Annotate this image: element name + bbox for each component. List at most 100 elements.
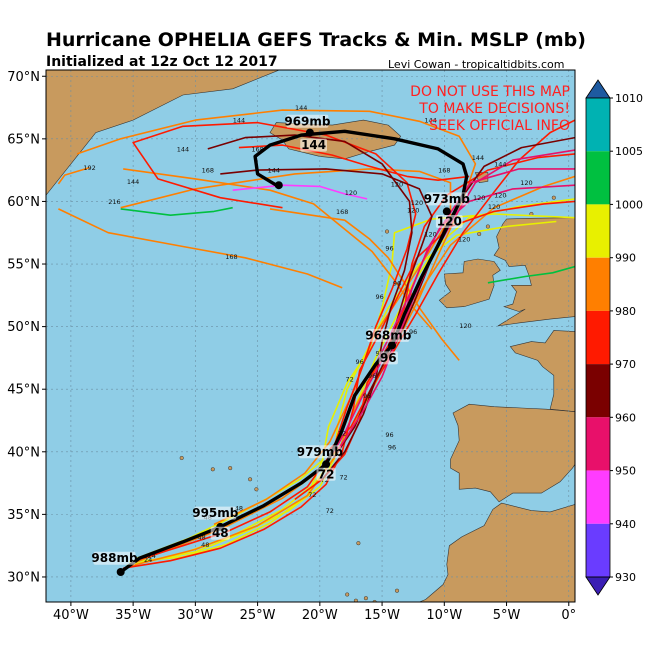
member-hour-label: 120	[424, 231, 436, 239]
colorbar-label: 970	[615, 358, 636, 371]
ensemble-mean-track	[116, 128, 469, 576]
member-track	[132, 121, 417, 561]
member-hour-label: 120	[391, 180, 403, 188]
member-hour-label: 144	[295, 104, 307, 112]
member-hour-label: 96	[385, 431, 393, 439]
member-hour-label: 96	[409, 328, 417, 336]
member-hour-label: 96	[393, 279, 401, 287]
lat-tick-label: 50°N	[7, 320, 40, 335]
land-greenland	[46, 70, 281, 196]
member-hour-label: 216	[108, 198, 120, 206]
colorbar-segment	[586, 470, 610, 524]
pressure-colorbar: 1010 1005 1000 990 980 970 960 950 940 930	[585, 79, 643, 596]
lat-tick-label: 55°N	[7, 258, 40, 273]
member-hour-label: 24	[148, 552, 156, 560]
mean-track-point	[442, 207, 451, 216]
mean-track-label: 969mb	[284, 114, 331, 128]
colorbar-label: 980	[615, 305, 636, 318]
warning-line-1: DO NOT USE THIS MAP	[410, 84, 570, 100]
member-track	[375, 184, 575, 365]
lat-tick-label: 40°N	[7, 445, 40, 460]
member-hour-label: 120	[494, 192, 506, 200]
lon-tick-label: 25°W	[240, 608, 276, 623]
mean-track-label: 144	[301, 138, 326, 152]
colorbar-label: 990	[615, 252, 636, 265]
lon-tick-label: 30°W	[177, 608, 213, 623]
colorbar-segment	[586, 417, 610, 471]
small-island	[210, 467, 215, 472]
lon-tick-label: 35°W	[115, 608, 151, 623]
colorbar-segment	[586, 257, 610, 311]
small-island	[254, 487, 259, 492]
warning-line-2: TO MAKE DECISIONS!	[419, 101, 570, 117]
member-track	[58, 208, 343, 289]
colorbar-label: 1005	[615, 145, 643, 158]
mean-track-label: 995mb	[192, 506, 239, 520]
member-track	[123, 200, 575, 569]
member-hour-label: 144	[424, 117, 436, 125]
mean-label-box	[298, 445, 341, 459]
latitude-axis: 70°N 65°N 60°N 55°N 50°N 45°N 40°N 35°N 30°N	[7, 70, 46, 585]
lat-tick-label: 35°N	[7, 508, 40, 523]
member-hour-label: 144	[177, 145, 189, 153]
lat-tick-label: 60°N	[7, 195, 40, 210]
member-hour-label: 48	[197, 533, 205, 541]
lon-tick-label: 5°W	[493, 608, 521, 623]
member-hour-label: 144	[268, 167, 280, 175]
page-title: Hurricane OPHELIA GEFS Tracks & Min. MSL…	[46, 29, 586, 51]
colorbar-segment	[586, 310, 610, 365]
colorbar-label: 940	[615, 518, 636, 531]
member-hour-label: 168	[251, 145, 263, 153]
mean-label-box	[378, 351, 398, 365]
mean-track-label: 979mb	[297, 445, 344, 459]
mean-label-box	[93, 551, 136, 565]
member-track	[57, 166, 90, 185]
small-island	[345, 592, 350, 597]
mean-track-point	[274, 181, 283, 190]
small-island	[179, 455, 184, 461]
mean-label-box	[286, 114, 329, 128]
colorbar-segment	[586, 364, 610, 418]
member-hour-label: 72	[326, 507, 334, 515]
member-hour-label: 96	[363, 392, 371, 400]
member-track	[238, 144, 470, 181]
member-hour-label: 72	[346, 376, 354, 384]
credit-text: Levi Cowan - tropicaltidbits.com	[388, 58, 565, 71]
mean-track-label: 72	[318, 467, 335, 481]
mean-label-box	[367, 328, 410, 342]
lat-tick-label: 70°N	[7, 70, 40, 85]
mean-track-point	[322, 460, 331, 469]
ensemble-member-tracks: 2424484848487272727272729696969696969696…	[57, 104, 575, 569]
init-time: Initialized at 12z Oct 12 2017	[46, 54, 278, 70]
lon-tick-label: 15°W	[364, 608, 400, 623]
colorbar-segment	[586, 523, 610, 577]
member-hour-label: 192	[83, 164, 95, 172]
member-track	[269, 208, 460, 361]
mean-track-labels: 988mb995mb48979mb72968mb96973mb120969mb1…	[91, 114, 470, 565]
member-track	[232, 184, 368, 200]
member-track	[129, 213, 575, 563]
member-hour-label: 144	[472, 154, 484, 162]
lon-tick-label: 10°W	[426, 608, 462, 623]
lat-tick-label: 65°N	[7, 132, 40, 147]
small-island	[353, 598, 358, 602]
colorbar-label: 1010	[615, 92, 643, 105]
member-hour-label: 144	[233, 117, 245, 125]
mean-track-label: 988mb	[91, 551, 138, 565]
member-hour-label: 72	[308, 491, 316, 499]
small-island	[477, 231, 482, 237]
member-track	[120, 206, 233, 216]
colorbar-bottom-arrow	[585, 576, 611, 596]
member-track	[220, 168, 433, 459]
warning-line-3: SEEK OFFICIAL INFO	[429, 118, 570, 134]
mean-track-label: 120	[437, 215, 462, 229]
member-hour-label: 168	[202, 167, 214, 175]
member-hour-label: 120	[488, 203, 500, 211]
small-island	[363, 596, 368, 601]
mean-label-box	[194, 506, 237, 520]
member-hour-label: 168	[225, 253, 237, 261]
member-hour-label: 72	[339, 473, 347, 481]
member-track	[294, 153, 575, 501]
mean-track-label: 48	[212, 526, 229, 540]
